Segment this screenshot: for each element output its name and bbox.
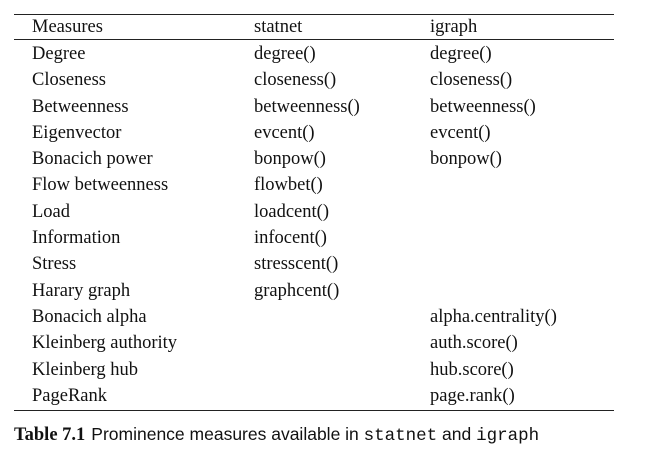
cell-statnet <box>236 330 412 356</box>
cell-statnet: evcent() <box>254 122 315 143</box>
header-measures: Measures <box>32 17 103 37</box>
header-rule <box>14 39 614 40</box>
table-row: Bonacich alpha alpha.centrality() <box>14 304 614 330</box>
header-statnet: statnet <box>254 17 303 37</box>
cell-statnet: betweenness() <box>254 96 360 117</box>
caption-conjunction: and <box>442 424 472 444</box>
cell-igraph <box>412 278 614 304</box>
cell-statnet: infocent() <box>254 228 327 249</box>
cell-statnet: flowbet() <box>254 175 323 196</box>
measures-table: Measures statnet igraph <box>14 15 614 39</box>
cell-measure: Eigenvector <box>32 122 122 143</box>
table-row: Flow betweenness flowbet() <box>14 172 614 198</box>
cell-igraph: page.rank() <box>430 385 515 406</box>
cell-statnet <box>236 357 412 383</box>
table-row: Closeness closeness() closeness() <box>14 67 614 93</box>
cell-measure: Bonacich power <box>32 149 153 170</box>
cell-measure: Flow betweenness <box>32 175 169 196</box>
caption-label: Table 7.1 <box>14 425 86 445</box>
cell-measure: Degree <box>32 44 86 64</box>
cell-statnet: loadcent() <box>254 201 329 222</box>
table-caption: Table 7.1 Prominence measures available i… <box>14 424 539 446</box>
caption-text-before: Prominence measures available in <box>91 424 359 444</box>
bottom-rule <box>14 410 614 412</box>
cell-igraph: auth.score() <box>430 333 518 354</box>
cell-measure: Kleinberg authority <box>32 333 178 354</box>
cell-igraph <box>412 172 614 198</box>
table-row: Load loadcent() <box>14 199 614 225</box>
cell-measure: Bonacich alpha <box>32 306 147 327</box>
cell-igraph: evcent() <box>430 122 491 143</box>
cell-igraph <box>412 199 614 225</box>
table-header-row: Measures statnet igraph <box>14 15 614 39</box>
table-row: Degree degree() degree() <box>14 40 614 67</box>
cell-measure: PageRank <box>32 385 108 406</box>
cell-igraph: bonpow() <box>430 149 502 170</box>
cell-statnet: degree() <box>254 44 316 64</box>
cell-measure: Information <box>32 228 121 249</box>
cell-measure: Kleinberg hub <box>32 359 139 380</box>
table-row: Eigenvector evcent() evcent() <box>14 120 614 146</box>
table-row: PageRank page.rank() <box>14 383 614 410</box>
cell-statnet <box>236 383 412 410</box>
cell-statnet: bonpow() <box>254 149 326 170</box>
cell-measure: Harary graph <box>32 280 131 301</box>
table-row: Bonacich power bonpow() bonpow() <box>14 146 614 172</box>
measures-table-container: Measures statnet igraph Degree degree() de… <box>14 14 614 412</box>
caption-body: Prominence measures available in statnet… <box>91 424 540 446</box>
cell-statnet: closeness() <box>254 70 337 91</box>
cell-igraph: hub.score() <box>430 359 514 380</box>
caption-package-igraph: igraph <box>476 426 540 446</box>
cell-measure: Closeness <box>32 70 106 91</box>
table-row: Harary graph graphcent() <box>14 278 614 304</box>
cell-statnet: stresscent() <box>254 254 339 275</box>
cell-statnet: graphcent() <box>254 280 340 301</box>
table-row: Information infocent() <box>14 225 614 251</box>
cell-measure: Load <box>32 201 71 222</box>
caption-package-statnet: statnet <box>363 426 438 446</box>
table-body: Degree degree() degree() Closeness closeness… <box>14 40 614 410</box>
table-row: Kleinberg authority auth.score() <box>14 330 614 356</box>
cell-igraph: degree() <box>430 44 492 64</box>
table-row: Kleinberg hub hub.score() <box>14 357 614 383</box>
cell-statnet <box>236 304 412 330</box>
top-rule <box>14 14 614 15</box>
cell-measure: Betweenness <box>32 96 129 117</box>
cell-igraph: closeness() <box>430 70 513 91</box>
cell-igraph: alpha.centrality() <box>430 306 557 327</box>
header-igraph: igraph <box>430 17 478 37</box>
table-row: Betweenness betweenness() betweenness() <box>14 94 614 120</box>
cell-igraph <box>412 251 614 277</box>
cell-measure: Stress <box>32 254 77 275</box>
measures-table-body: Degree degree() degree() Closeness closeness… <box>14 40 614 410</box>
table-row: Stress stresscent() <box>14 251 614 277</box>
cell-igraph <box>412 225 614 251</box>
cell-igraph: betweenness() <box>430 96 536 117</box>
